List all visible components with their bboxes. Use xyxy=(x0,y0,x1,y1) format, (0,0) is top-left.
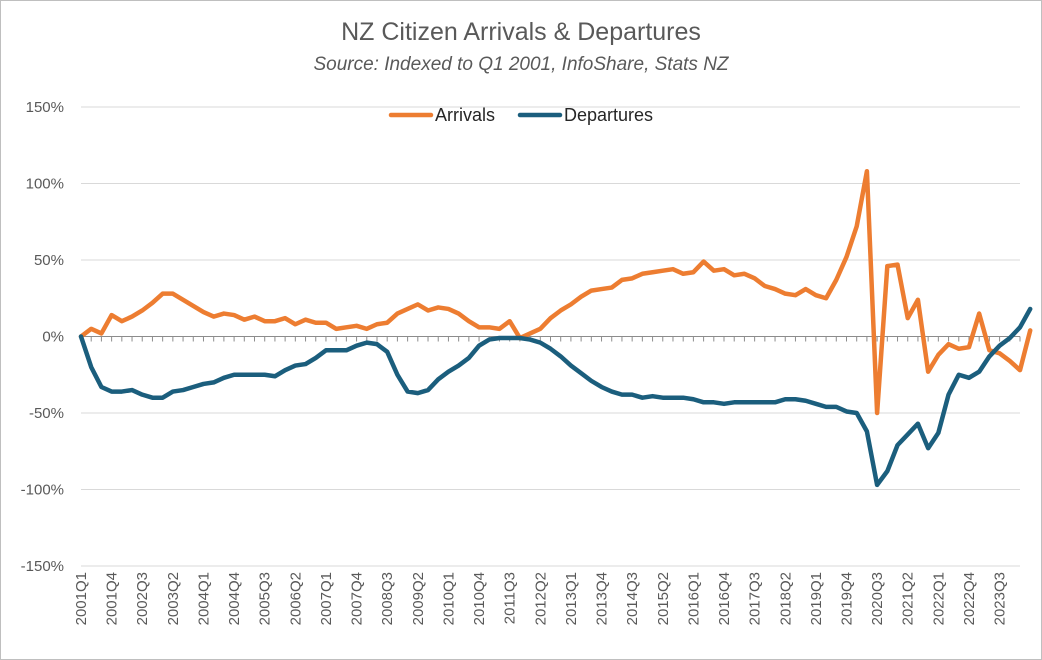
y-tick-label: -50% xyxy=(29,405,64,422)
x-tick-label: 2010Q1 xyxy=(440,572,457,625)
y-tick-label: -150% xyxy=(21,558,64,575)
x-tick-label: 2019Q1 xyxy=(808,572,825,625)
x-tick-label: 2003Q2 xyxy=(165,572,182,625)
x-tick-label: 2006Q2 xyxy=(287,572,304,625)
legend-label-arrivals: Arrivals xyxy=(435,105,495,125)
x-tick-label: 2020Q3 xyxy=(869,572,886,625)
y-tick-label: -100% xyxy=(21,482,64,499)
x-tick-label: 2015Q2 xyxy=(655,572,672,625)
x-tick-label: 2013Q4 xyxy=(594,572,611,625)
x-tick-label: 2012Q2 xyxy=(532,572,549,625)
x-tick-label: 2004Q4 xyxy=(226,572,243,625)
x-tick-label: 2013Q1 xyxy=(563,572,580,625)
x-tick-label: 2019Q4 xyxy=(838,572,855,625)
x-tick-label: 2004Q1 xyxy=(195,572,212,625)
x-tick-label: 2021Q2 xyxy=(900,572,917,625)
series-lines xyxy=(78,169,1033,488)
x-tick-label: 2007Q1 xyxy=(318,572,335,625)
y-axis: 150% 100% 50% 0% -50% -100% -150% xyxy=(21,99,64,575)
x-tick-label: 2016Q1 xyxy=(685,572,702,625)
chart-subtitle: Source: Indexed to Q1 2001, InfoShare, S… xyxy=(313,54,729,75)
x-tick-label: 2009Q2 xyxy=(410,572,427,625)
x-axis: 2001Q1 2001Q4 2002Q3 2003Q2 2004Q1 2004Q4 2005… xyxy=(73,336,1021,625)
x-tick-label: 2005Q3 xyxy=(257,572,274,625)
x-tick-label: 2022Q1 xyxy=(930,572,947,625)
legend-label-departures: Departures xyxy=(564,105,653,125)
series-line-arrivals xyxy=(78,169,1033,416)
x-tick-label: 2016Q4 xyxy=(716,572,733,625)
chart-title: NZ Citizen Arrivals & Departures xyxy=(341,18,701,46)
x-tick-label: 2001Q1 xyxy=(73,572,90,625)
x-tick-label: 2010Q4 xyxy=(471,572,488,625)
y-tick-label: 150% xyxy=(26,99,64,116)
x-tick-label: 2001Q4 xyxy=(104,572,121,625)
legend: Arrivals Departures xyxy=(388,105,653,125)
x-tick-label: 2022Q4 xyxy=(961,572,978,625)
y-tick-label: 0% xyxy=(42,329,64,346)
series-line-departures xyxy=(78,306,1033,488)
x-tick-label: 2008Q3 xyxy=(379,572,396,625)
x-tick-label: 2017Q3 xyxy=(747,572,764,625)
y-tick-label: 50% xyxy=(34,252,64,269)
x-tick-label: 2023Q3 xyxy=(992,572,1009,625)
y-tick-label: 100% xyxy=(26,176,64,193)
gridlines xyxy=(81,106,1020,567)
x-tick-label: 2018Q2 xyxy=(777,572,794,625)
x-tick-label: 2002Q3 xyxy=(134,572,151,625)
x-tick-label: 2014Q3 xyxy=(624,572,641,625)
x-tick-label: 2007Q4 xyxy=(349,572,366,625)
x-tick-label: 2011Q3 xyxy=(502,572,519,624)
